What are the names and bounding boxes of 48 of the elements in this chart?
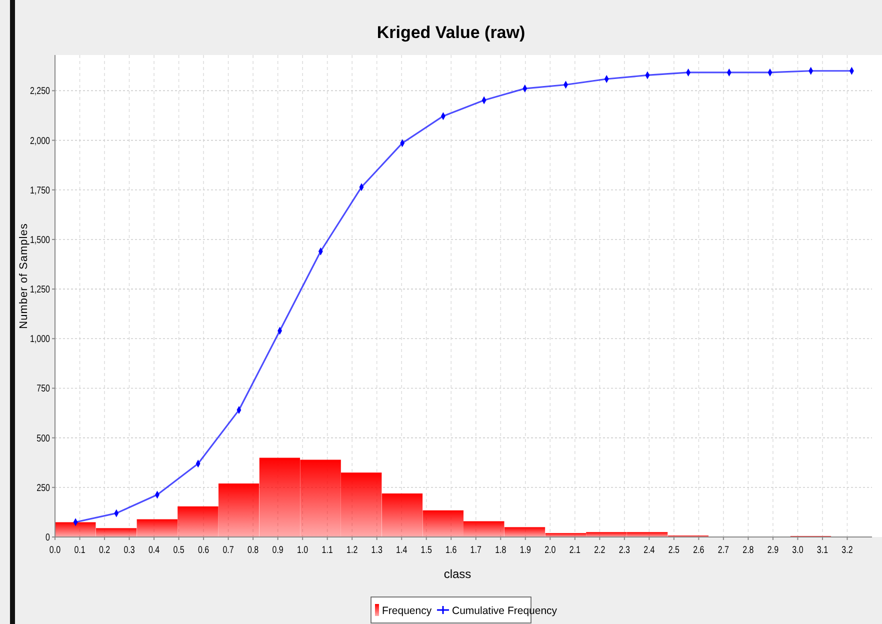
x-tick-label: 1.3 — [371, 544, 382, 556]
x-tick-label: 1.2 — [346, 544, 358, 556]
x-tick-label: 0.9 — [272, 544, 284, 556]
x-tick-label: 1.1 — [322, 544, 333, 556]
x-tick-label: 2.8 — [742, 544, 754, 556]
x-tick-label: 1.9 — [520, 544, 531, 556]
x-tick-label: 0.2 — [98, 544, 110, 556]
y-axis-title: Number of Samples — [18, 223, 30, 329]
y-tick-label: 1,000 — [30, 333, 50, 344]
x-tick-label: 0.6 — [198, 544, 210, 556]
x-tick-label: 3.0 — [792, 544, 804, 556]
x-tick-label: 1.0 — [297, 544, 308, 556]
x-tick-label: 0.0 — [49, 544, 61, 556]
x-tick-label: 0.1 — [74, 544, 86, 556]
x-tick-label: 2.3 — [618, 544, 630, 556]
x-tick-label: 0.4 — [148, 544, 160, 556]
x-axis-title: class — [444, 567, 472, 581]
x-tick-label: 1.6 — [446, 544, 457, 556]
chart-title: Kriged Value (raw) — [376, 23, 526, 42]
y-tick-label: 500 — [36, 432, 50, 444]
x-tick-label: 2.2 — [594, 544, 606, 556]
x-tick-label: 2.1 — [569, 544, 580, 556]
x-tick-label: 3.2 — [842, 544, 853, 556]
x-tick-label: 0.8 — [248, 544, 259, 556]
legend-label: Cumulative Frequency — [452, 605, 558, 617]
y-tick-label: 2,000 — [30, 134, 50, 146]
x-tick-label: 1.7 — [470, 544, 482, 556]
x-tick-label: 1.8 — [495, 544, 506, 556]
y-tick-label: 2,250 — [30, 85, 50, 96]
x-tick-label: 2.0 — [544, 544, 556, 556]
x-tick-label: 3.1 — [816, 544, 828, 556]
x-tick-label: 2.9 — [767, 544, 779, 556]
x-tick-label: 1.5 — [420, 544, 432, 556]
y-tick-label: 250 — [36, 482, 50, 494]
y-tick-label: 1,250 — [30, 284, 50, 295]
x-tick-label: 2.7 — [718, 544, 730, 556]
x-tick-label: 2.5 — [668, 544, 680, 556]
y-tick-label: 1,750 — [30, 184, 50, 196]
x-tick-label: 0.7 — [222, 544, 234, 556]
y-tick-label: 750 — [36, 382, 50, 394]
x-tick-label: 0.3 — [124, 544, 135, 556]
y-tick-label: 0 — [46, 532, 50, 543]
x-tick-label: 0.5 — [173, 544, 184, 556]
x-tick-label: 2.4 — [644, 544, 655, 556]
legend-label: Frequency — [382, 605, 432, 617]
x-tick-label: 2.6 — [693, 544, 704, 556]
y-tick-label: 1,500 — [30, 234, 50, 246]
x-tick-label: 1.4 — [396, 544, 408, 556]
